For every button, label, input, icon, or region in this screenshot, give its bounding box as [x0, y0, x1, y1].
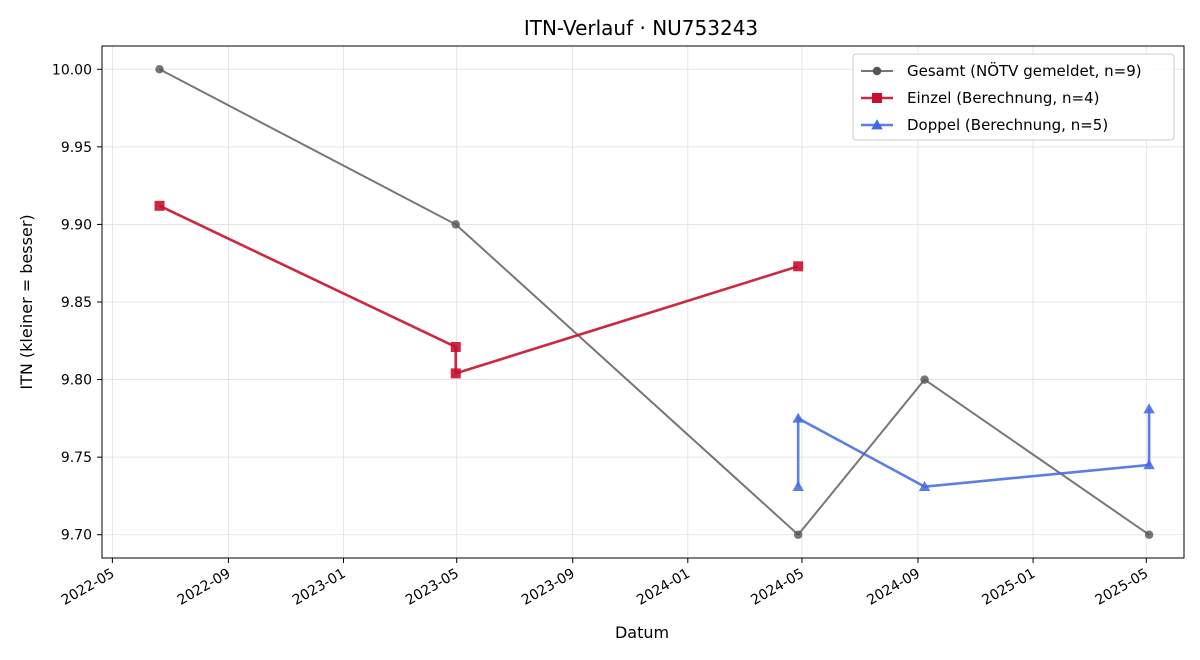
- x-tick-label: 2025-05: [1093, 566, 1152, 609]
- x-tick-label: 2023-09: [519, 566, 578, 609]
- legend-item: Einzel (Berechnung, n=4): [861, 89, 1099, 107]
- x-tick-label: 2022-05: [59, 566, 118, 609]
- chart-title: ITN-Verlauf · NU753243: [524, 16, 758, 40]
- legend-box: [852, 53, 1175, 141]
- data-point: [920, 375, 929, 384]
- data-point: [792, 412, 804, 423]
- data-point: [1143, 459, 1155, 470]
- data-point: [155, 65, 164, 74]
- x-tick-label: 2023-01: [290, 566, 349, 609]
- data-point: [451, 220, 460, 229]
- series-1: [154, 200, 804, 379]
- legend-marker: [872, 66, 882, 76]
- y-tick-label: 10.00: [52, 62, 92, 78]
- legend-item: Doppel (Berechnung, n=5): [861, 116, 1108, 134]
- legend-label: Doppel (Berechnung, n=5): [907, 116, 1108, 134]
- data-point: [793, 530, 803, 539]
- x-tick-label: 2024-01: [634, 566, 693, 609]
- legend: Gesamt (NÖTV gemeldet, n=9) Einzel (Berec…: [852, 53, 1175, 141]
- y-tick-label: 9.75: [61, 450, 92, 466]
- series-layer: [154, 65, 1155, 539]
- data-point: [1144, 530, 1154, 539]
- x-tick-label: 2023-05: [403, 566, 462, 609]
- x-tick-label: 2025-01: [979, 566, 1038, 609]
- series-2: [792, 403, 1155, 491]
- data-point: [1143, 403, 1155, 414]
- x-axis-label: Datum: [615, 623, 669, 642]
- legend-marker: [872, 93, 882, 103]
- x-tick-label: 2024-09: [864, 566, 923, 609]
- y-tick-label: 9.80: [61, 373, 92, 389]
- x-axis: 2022-05 2022-09 2023-01 2023-05 2023-09 2024-…: [59, 558, 1152, 609]
- y-tick-label: 9.95: [61, 140, 92, 156]
- data-point: [450, 341, 461, 352]
- data-point: [918, 480, 931, 491]
- x-tick-label: 2022-09: [175, 566, 234, 609]
- legend-label: Einzel (Berechnung, n=4): [907, 89, 1099, 107]
- y-axis: 9.70 9.75 9.80 9.85 9.90 9.95 10.00: [52, 62, 102, 544]
- legend-item: Gesamt (NÖTV gemeldet, n=9): [861, 61, 1142, 80]
- data-point: [792, 480, 804, 491]
- y-axis-label: ITN (kleiner = besser): [17, 214, 36, 389]
- legend-marker: [871, 119, 883, 130]
- series-line: [158, 204, 799, 376]
- data-point: [793, 261, 804, 272]
- data-point: [450, 368, 461, 379]
- x-tick-label: 2024-05: [748, 566, 807, 609]
- y-tick-label: 9.85: [61, 295, 92, 311]
- y-tick-label: 9.70: [61, 528, 92, 544]
- series-0: [155, 65, 1154, 539]
- y-tick-label: 9.90: [61, 217, 92, 233]
- data-point: [154, 200, 165, 211]
- legend-label: Gesamt (NÖTV gemeldet, n=9): [907, 61, 1142, 80]
- series-line: [796, 409, 1151, 488]
